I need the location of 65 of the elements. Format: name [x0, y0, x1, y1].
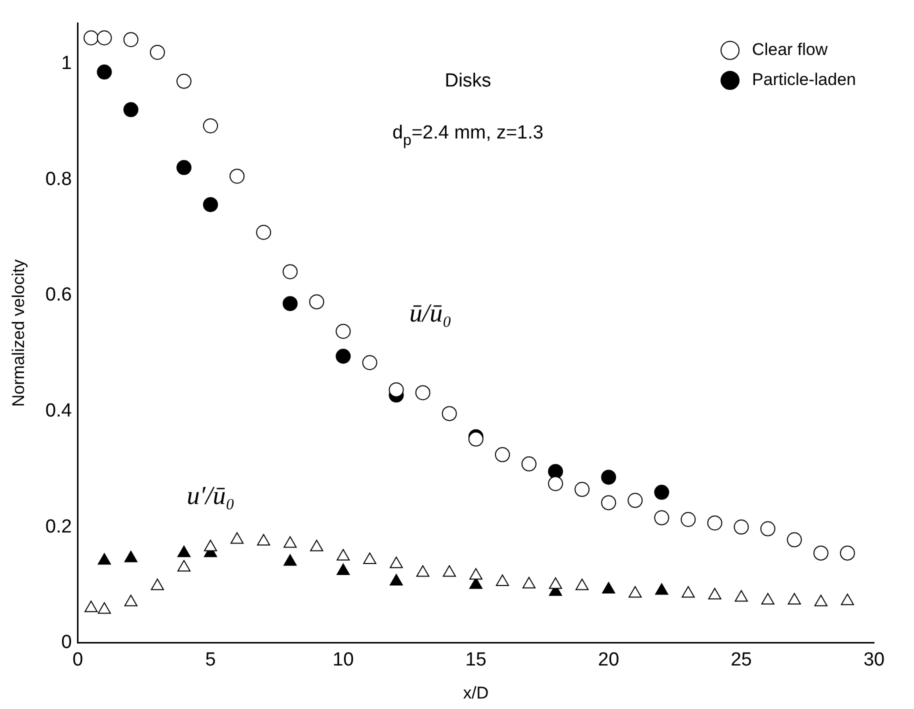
point [390, 556, 403, 568]
point [177, 546, 191, 558]
y-axis-title: Normalized velocity [8, 258, 28, 407]
point [708, 588, 722, 600]
point [124, 550, 138, 562]
point [734, 590, 748, 602]
y-tick-label: 0 [61, 632, 72, 654]
point [601, 470, 616, 485]
point [310, 540, 324, 552]
point [84, 600, 98, 612]
x-axis-title: x/D [463, 683, 489, 702]
point [284, 554, 297, 566]
point [96, 64, 112, 80]
x-tick-label: 15 [465, 649, 486, 670]
x-tick-label: 30 [863, 649, 885, 670]
point [655, 583, 668, 595]
point [390, 574, 403, 586]
legend-label: Particle-laden [752, 70, 856, 90]
point [124, 594, 138, 606]
y-tick-label: 1 [61, 53, 72, 74]
legend-label: Clear flow [752, 40, 828, 60]
point [388, 382, 404, 398]
point [336, 564, 350, 576]
point [682, 586, 695, 598]
point [576, 578, 589, 590]
x-tick-label: 25 [730, 649, 752, 670]
point [336, 549, 350, 561]
point [548, 464, 564, 479]
point [814, 594, 828, 606]
annotation: u′/ū₀ [186, 481, 235, 510]
point [204, 540, 218, 552]
point [761, 593, 774, 605]
point [602, 582, 616, 594]
point [284, 536, 297, 548]
point [788, 593, 801, 605]
y-tick-label: 0.6 [45, 284, 72, 306]
y-tick-label: 0.4 [45, 400, 72, 422]
point [363, 552, 376, 564]
point [840, 594, 854, 606]
point [282, 296, 298, 312]
point [176, 160, 192, 176]
point [522, 576, 536, 588]
point [469, 568, 482, 580]
x-tick-label: 10 [332, 649, 354, 670]
y-tick-label: 0.8 [45, 168, 72, 190]
point [654, 484, 670, 500]
x-tick-label: 5 [205, 649, 216, 670]
point [442, 565, 456, 577]
point [98, 553, 111, 565]
point [177, 560, 191, 572]
point [98, 602, 111, 614]
point [416, 565, 430, 577]
point [230, 532, 244, 544]
x-tick-label: 20 [598, 649, 620, 670]
point [548, 577, 562, 589]
point [628, 586, 642, 598]
y-tick-label: 0.2 [45, 516, 72, 538]
annotation: ū/ū₀ [409, 298, 452, 328]
point [336, 348, 351, 364]
point [203, 197, 218, 212]
annotation: Disks [444, 70, 492, 92]
point [150, 578, 164, 590]
point [257, 534, 270, 546]
point [123, 102, 138, 118]
point [496, 574, 510, 586]
